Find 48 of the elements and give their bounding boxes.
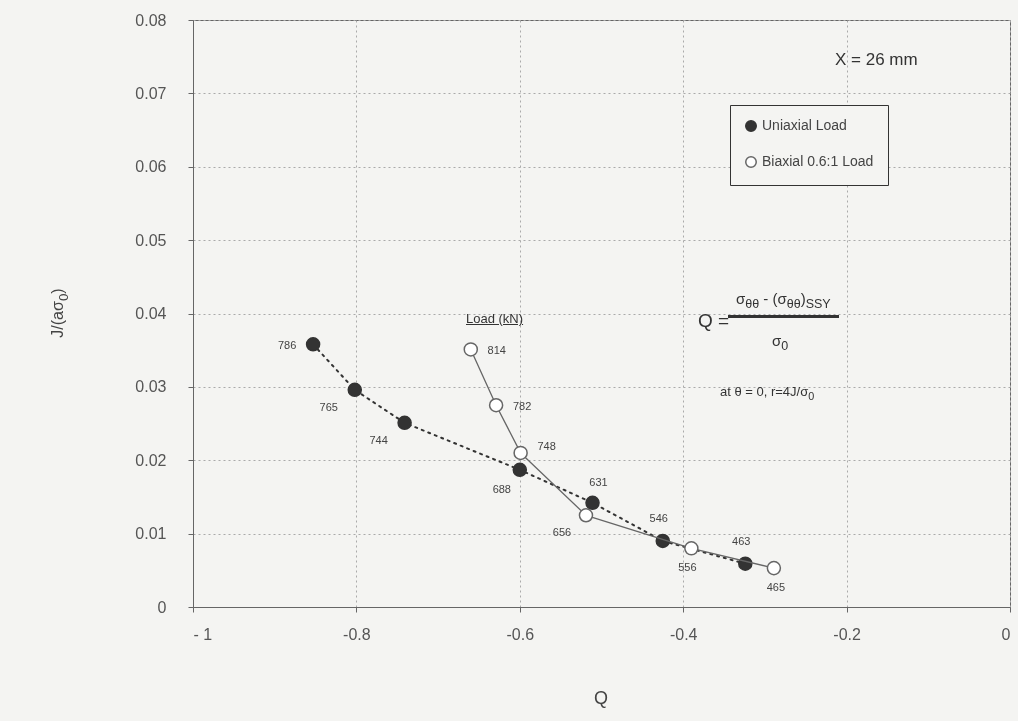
annotation: σ$_{0}$ — [772, 332, 789, 353]
point — [513, 445, 528, 461]
y-tick-label: 0.07 — [135, 84, 167, 102]
legend-label: Uniaxial Load — [762, 117, 847, 133]
y-tick-label: 0.02 — [135, 451, 167, 469]
x-tick-label: - 1 — [193, 625, 213, 643]
point — [347, 382, 363, 398]
x-axis-title: Q — [593, 688, 609, 709]
point — [512, 462, 528, 478]
point — [766, 560, 782, 576]
annotation: 631 — [589, 475, 608, 488]
point — [578, 508, 594, 523]
annotation: at θ = 0, r=4J/σ$_{0}$ — [720, 384, 815, 402]
point — [305, 337, 321, 352]
annotation: Q = — [698, 310, 730, 332]
y-tick-label: 0.08 — [135, 11, 167, 29]
annotation: 463 — [732, 534, 751, 547]
y-tick-label: 0.04 — [135, 305, 167, 322]
legend-label: Biaxial 0.6:1 Load — [762, 153, 874, 169]
point — [684, 541, 699, 556]
y-tick-label: 0.03 — [135, 378, 167, 396]
point — [397, 415, 412, 431]
annotation: 814 — [487, 344, 506, 357]
x-tick-label: -0.8 — [343, 625, 371, 643]
point — [585, 495, 600, 511]
y-tick-label: 0.05 — [135, 231, 167, 249]
y-tick-label: 0 — [157, 598, 167, 616]
point — [463, 342, 479, 357]
annotation: σ$_{θθ}$ - (σ$_{θθ}$)$_{SSY}$ — [728, 290, 839, 318]
y-tick-label: 0.06 — [135, 158, 167, 176]
x-tick-label: -0.4 — [669, 625, 698, 643]
annotation: 546 — [649, 511, 668, 524]
annotation: 765 — [319, 400, 338, 413]
x-tick-label: -0.6 — [506, 625, 535, 643]
annotation: X = 26 mm — [835, 50, 918, 70]
annotation: 688 — [492, 482, 511, 495]
annotation: 782 — [512, 400, 532, 413]
annotation: 656 — [552, 526, 572, 539]
x-tick-label: 0 — [1001, 625, 1011, 643]
annotation: 744 — [369, 433, 388, 446]
annotation: Load (kN) — [466, 311, 524, 326]
annotation: 556 — [678, 561, 697, 574]
point — [488, 397, 504, 413]
x-tick-label: -0.2 — [833, 625, 861, 643]
annotation: 786 — [277, 339, 297, 352]
annotation: 465 — [766, 581, 786, 594]
y-tick-label: 0.01 — [135, 525, 167, 543]
annotation: 748 — [537, 439, 556, 452]
